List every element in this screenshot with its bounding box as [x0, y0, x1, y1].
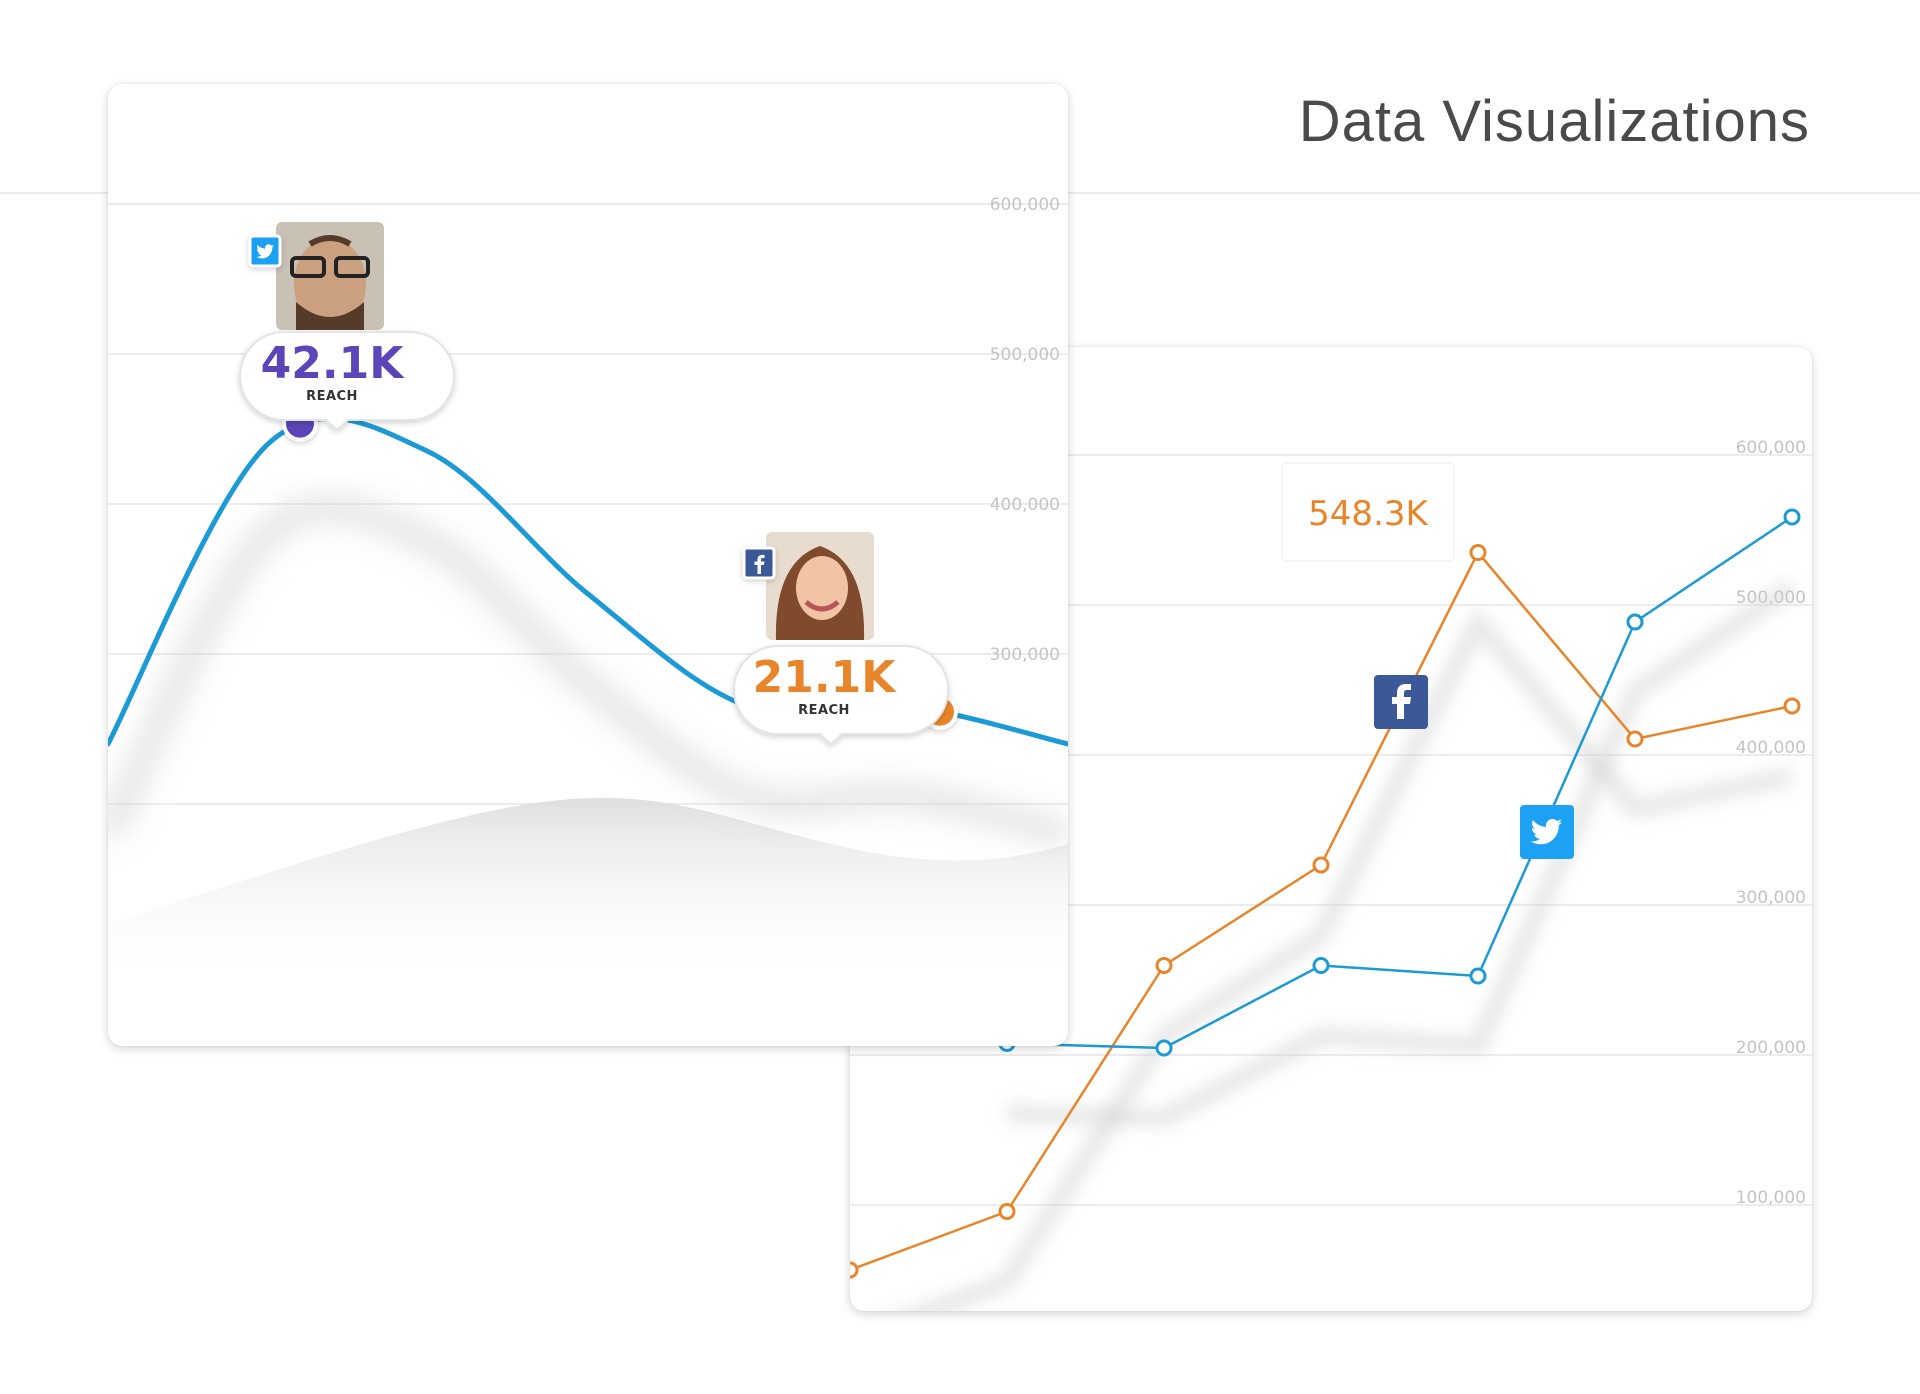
data-point-facebook[interactable]: [1312, 856, 1330, 874]
facebook-icon: [742, 546, 776, 580]
shadow-wave: [108, 797, 1068, 984]
data-point-facebook[interactable]: [1783, 697, 1801, 715]
peak-callout: 548.3K: [1281, 462, 1455, 562]
y-tick-label: 300,000: [990, 645, 1060, 665]
series-shadow: [902, 606, 1794, 1311]
data-point-twitter[interactable]: [1626, 613, 1644, 631]
y-tick-label: 100,000: [1736, 1188, 1806, 1208]
series-shadow: [1006, 579, 1798, 1128]
data-point-facebook[interactable]: [850, 1261, 859, 1279]
facebook-icon: [1374, 675, 1428, 729]
line-chart-svg: 600,000500,000400,000300,000200,000100,0…: [850, 438, 1812, 1311]
page-title: Data Visualizations: [1298, 89, 1810, 154]
y-tick-label: 400,000: [990, 495, 1060, 515]
peak-value-label: 548.3K: [1308, 494, 1429, 534]
reach-label: REACH: [798, 703, 850, 718]
reach-chart-svg: 600,000 500,000 400,000 300,000 42.1K REACH: [108, 195, 1068, 984]
twitter-icon: [1520, 805, 1574, 859]
reach-chart-card: 600,000 500,000 400,000 300,000 42.1K REACH: [108, 84, 1068, 1046]
y-tick-label: 600,000: [990, 195, 1060, 215]
data-point-twitter[interactable]: [1783, 508, 1801, 526]
y-tick-label: 200,000: [1736, 1038, 1806, 1058]
reach-value: 42.1K: [261, 338, 406, 389]
avatar-man-with-glasses: [276, 222, 384, 330]
line-shadow: [108, 495, 1068, 847]
data-point-twitter[interactable]: [1312, 957, 1330, 974]
data-point-facebook[interactable]: [1469, 544, 1487, 562]
y-tick-label: 300,000: [1736, 888, 1806, 908]
reach-callout-facebook: 21.1K REACH: [733, 532, 949, 746]
reach-callout-twitter: 42.1K REACH: [239, 222, 455, 432]
data-point-facebook[interactable]: [1626, 730, 1644, 748]
data-point-twitter[interactable]: [1469, 967, 1487, 985]
data-point-facebook[interactable]: [998, 1203, 1016, 1220]
y-tick-label: 500,000: [990, 345, 1060, 365]
avatar-smiling-woman: [766, 532, 874, 640]
data-point-twitter[interactable]: [1155, 1039, 1173, 1057]
data-point-facebook[interactable]: [1155, 957, 1173, 974]
reach-label: REACH: [306, 389, 358, 404]
y-tick-label: 600,000: [1736, 438, 1806, 458]
reach-value: 21.1K: [753, 652, 898, 703]
twitter-icon: [248, 234, 282, 268]
series-line-twitter: [1006, 515, 1793, 1050]
y-tick-label: 400,000: [1736, 738, 1806, 758]
